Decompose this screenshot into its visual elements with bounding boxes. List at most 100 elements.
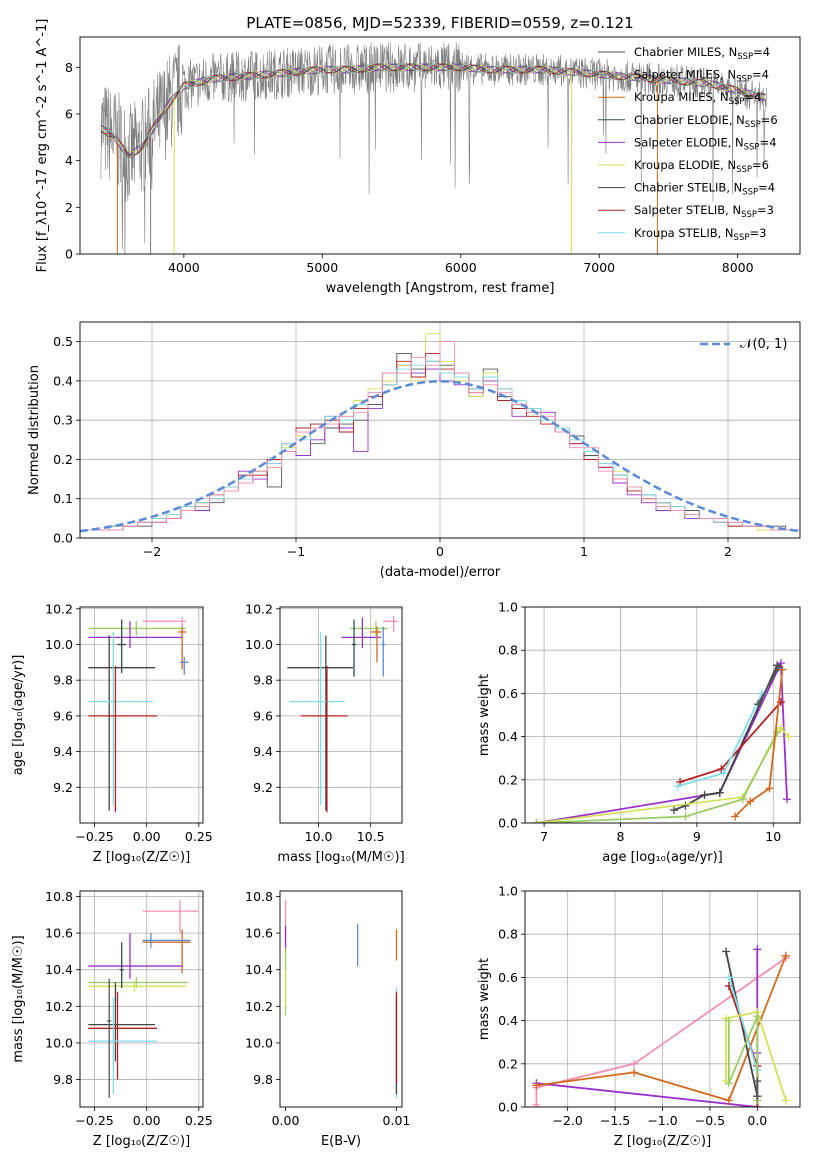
mass_vs_Z-plot [88, 900, 199, 1098]
legend-label: Salpeter MILES, NSSP=4 [634, 68, 769, 85]
axes-frame [79, 36, 801, 255]
y-tick-label: 0.8 [498, 643, 518, 658]
legend-label: Chabrier MILES, NSSP=4 [634, 45, 770, 62]
observed-spectrum [100, 42, 767, 254]
spectrum-plot [100, 42, 767, 254]
y-tick-label: 0.5 [53, 334, 73, 349]
y-tick-label: 1.0 [498, 600, 518, 615]
series-line [677, 693, 763, 788]
y-tick-label: 9.2 [53, 780, 73, 795]
series-line [734, 669, 784, 818]
y-tick-label: 0.2 [53, 452, 73, 467]
y-axis-label: Flux [f_λ10^-17 erg cm^-2 s^-1 A^-1] [35, 19, 50, 273]
y-tick-label: 0 [65, 247, 73, 262]
y-tick-label: 0.6 [498, 970, 518, 985]
y-tick-label: 10.6 [245, 926, 273, 941]
series-point [722, 947, 731, 956]
axes-frame [279, 606, 403, 824]
y-tick-label: 6 [65, 107, 73, 122]
legend-label: Chabrier STELIB, NSSP=4 [634, 181, 775, 198]
y-tick-label: 10.0 [45, 637, 73, 652]
x-tick-label: 10 [765, 829, 781, 844]
massweight_vs_age-axes: 7 8 9 10 0.0 0.2 0.4 0.6 0.8 1.0 age [log₁₀(age/yr… [477, 600, 801, 865]
x-tick-label: −0.25 [75, 1113, 113, 1128]
y-tick-label: 0.8 [498, 927, 518, 942]
x-tick-label: 0.00 [272, 1113, 300, 1128]
y-tick-label: 10.4 [245, 962, 273, 977]
series-point [681, 801, 690, 810]
series-point [738, 795, 747, 804]
y-tick-label: 10.6 [45, 926, 73, 941]
legend-label: Chabrier ELODIE, NSSP=6 [634, 113, 778, 130]
y-tick-label: 10.0 [245, 1035, 273, 1050]
histogram-step [80, 360, 800, 538]
massweight_vs_Z-axes: −2.0 −1.5 −1.0 −0.5 0.0 0.0 0.2 0.4 0.6 0.8 1.0 Z [… [477, 884, 801, 1149]
y-tick-label: 0.0 [53, 531, 73, 546]
series-point [717, 765, 726, 773]
series-point [753, 1077, 762, 1086]
series-point [784, 732, 793, 741]
x-tick-label: −0.25 [75, 829, 113, 844]
x-tick-label: 2 [724, 544, 732, 559]
series-point [724, 973, 733, 982]
series-line [673, 664, 778, 811]
series-point [669, 806, 678, 815]
residuals-axes: −2 −1 0 1 2 0.0 0.1 0.2 0.3 0.4 0.5 (data-model)/er… [27, 321, 801, 580]
model-spectrum-line [100, 63, 766, 160]
x-tick-label: 0.25 [185, 829, 213, 844]
axes-frame [524, 890, 801, 1108]
axes-frame [279, 890, 403, 1108]
x-tick-label: 6000 [445, 260, 477, 275]
legend-label: 𝒩(0, 1) [740, 337, 787, 352]
axes-frame [79, 606, 204, 824]
x-tick-label: −1.5 [600, 1113, 630, 1128]
series-point [765, 784, 774, 793]
series-point [724, 1079, 733, 1088]
series-point [753, 1012, 762, 1021]
y-tick-label: 4 [65, 153, 73, 168]
series-point [719, 769, 728, 778]
series-line [757, 667, 780, 705]
x-tick-label: 0.25 [185, 1113, 213, 1128]
x-axis-label: Z [log₁₀(Z/Z☉)] [93, 850, 190, 865]
series-line [536, 731, 778, 823]
series-point [630, 1059, 639, 1068]
series-point [781, 951, 790, 960]
series-point [731, 812, 740, 821]
x-tick-label: 8 [617, 829, 625, 844]
series-point [724, 1096, 733, 1105]
series-point [781, 1096, 790, 1105]
y-axis-label: age [log₁₀(age/yr)] [11, 655, 26, 776]
age_vs_mass-plot [287, 615, 398, 813]
y-tick-label: 10.2 [45, 999, 73, 1014]
y-tick-label: 0.1 [53, 491, 73, 506]
age_vs_Z-axes: −0.25 0.00 0.25 9.2 9.4 9.6 9.8 10.0 10.2 Z [log₁… [11, 601, 213, 865]
series-line [536, 949, 759, 1107]
x-axis-label: E(B-V) [321, 1134, 361, 1149]
y-tick-label: 0.4 [53, 373, 73, 388]
x-tick-label: 8000 [722, 260, 754, 275]
x-axis-label: Z [log₁₀(Z/Z☉)] [614, 1134, 711, 1149]
series-line [728, 1015, 759, 1101]
legend-label: Kroupa ELODIE, NSSP=6 [634, 158, 769, 175]
y-tick-label: 8 [65, 60, 73, 75]
legend-label: Salpeter STELIB, NSSP=3 [634, 203, 774, 220]
y-tick-label: 0.6 [498, 686, 518, 701]
model-spectrum-line [100, 63, 766, 156]
y-tick-label: 1.0 [498, 884, 518, 899]
axes-frame [79, 890, 204, 1108]
residuals-plot [80, 333, 800, 538]
y-tick-label: 0.4 [498, 729, 518, 744]
gaussian-curve [80, 380, 800, 533]
series-point [753, 1092, 762, 1101]
x-tick-label: 10.0 [305, 829, 333, 844]
age_vs_mass-axes: 10.0 10.5 9.2 9.4 9.6 9.8 10.0 10.2 mass [log₁₀(… [245, 601, 405, 865]
y-tick-label: 0.0 [498, 1100, 518, 1115]
y-tick-label: 0.2 [498, 1056, 518, 1071]
series-point [532, 819, 541, 823]
y-tick-label: 10.8 [45, 889, 73, 904]
massweight_vs_age-plot [532, 659, 793, 823]
series-point [676, 777, 685, 786]
y-tick-label: 9.8 [253, 673, 273, 688]
mass_vs_Z-axes: −0.25 0.00 0.25 9.8 10.0 10.2 10.4 10.6 10.8 Z [l… [11, 889, 213, 1149]
